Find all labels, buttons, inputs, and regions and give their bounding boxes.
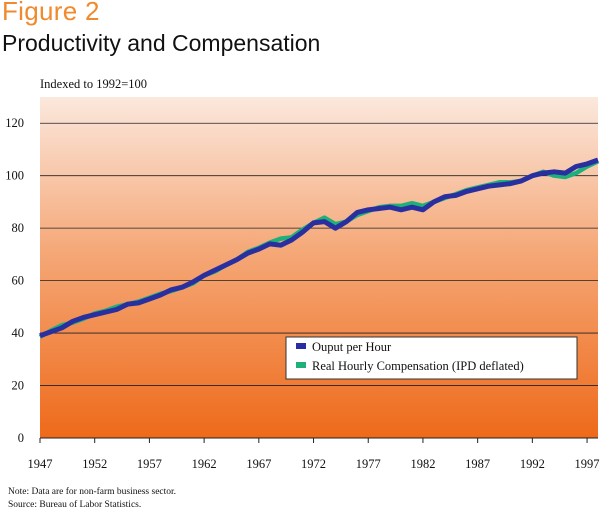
- y-tick-label: 120: [5, 116, 24, 130]
- gridlines: [40, 122, 598, 439]
- x-tick-label: 1982: [410, 457, 435, 471]
- y-tick-label: 0: [18, 431, 24, 445]
- y-axis-label: Indexed to 1992=100: [40, 77, 147, 91]
- figure-label: Figure 2: [2, 0, 100, 26]
- x-tick-label: 1952: [82, 457, 107, 471]
- x-tick-label: 1957: [137, 457, 162, 471]
- y-tick-label: 40: [12, 326, 25, 340]
- x-tick-label: 1962: [192, 457, 217, 471]
- legend-swatch-output: [296, 343, 306, 349]
- legend: Ouput per Hour Real Hourly Compensation …: [285, 336, 578, 380]
- legend-label-compensation: Real Hourly Compensation (IPD deflated): [312, 359, 524, 373]
- y-tick-label: 100: [5, 169, 24, 183]
- legend-box: [285, 336, 578, 380]
- y-tick-label: 60: [12, 274, 25, 288]
- series-lines: [38, 157, 599, 339]
- notes: Note: Data are for non-farm business sec…: [8, 486, 176, 512]
- x-tick-label: 1972: [301, 457, 326, 471]
- x-axis-ticks: 1947 1952 1957 1962 1967 1972 1977 1982 1987 1992…: [28, 438, 600, 471]
- legend-swatch-compensation: [296, 362, 306, 368]
- plot-background: [40, 97, 598, 438]
- y-tick-label: 20: [12, 379, 25, 393]
- x-tick-label: 1967: [246, 457, 271, 471]
- chart-title: Productivity and Compensation: [2, 30, 321, 56]
- x-tick-label: 1977: [356, 457, 381, 471]
- source-text: Source: Bureau of Labor Statistics.: [8, 500, 142, 510]
- x-tick-label: 1997: [575, 457, 600, 471]
- y-tick-label: 80: [12, 221, 25, 235]
- series-line-output: [39, 157, 599, 339]
- legend-label-output: Ouput per Hour: [312, 340, 392, 354]
- x-tick-label: 1987: [465, 457, 490, 471]
- x-tick-label: 1992: [520, 457, 545, 471]
- y-axis-ticks: 0 20 40 60 80 100 120: [5, 116, 24, 445]
- productivity-compensation-chart: Indexed to 1992=100 0 20 40 60 80 100 120 1947…: [5, 77, 600, 471]
- note-text: Note: Data are for non-farm business sec…: [8, 487, 177, 497]
- x-tick-label: 1947: [28, 457, 53, 471]
